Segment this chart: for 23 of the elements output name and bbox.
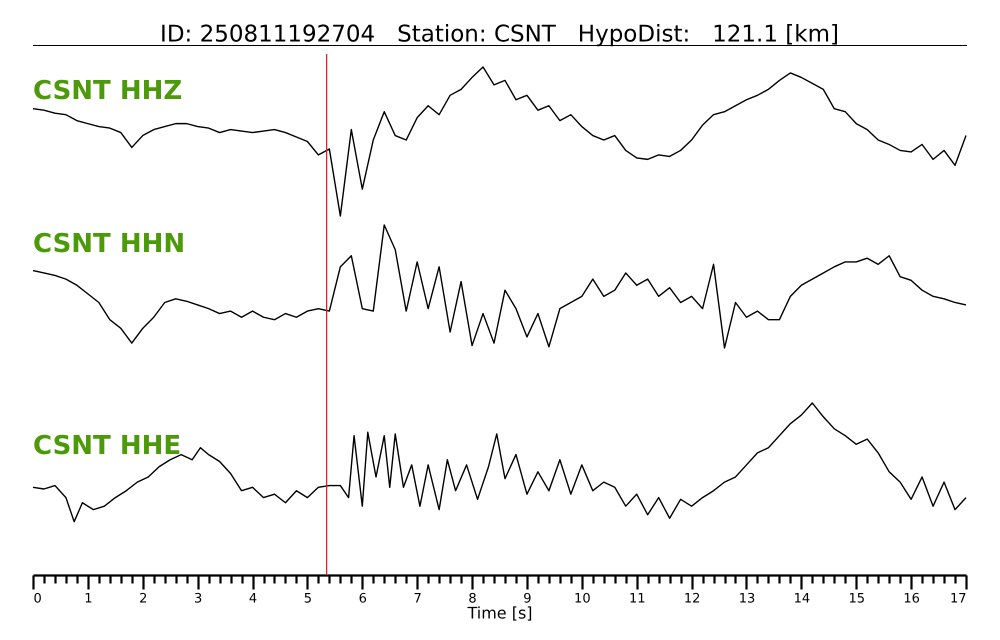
x-tick-label: 17 bbox=[950, 592, 966, 606]
chart-title: ID: 250811192704 Station: CSNT HypoDist: 121.1 [km] bbox=[160, 21, 839, 48]
x-tick-label: 7 bbox=[414, 592, 422, 606]
x-tick-label: 1 bbox=[84, 592, 93, 606]
series-label: CSNT HHN bbox=[33, 229, 186, 259]
x-tick-label: 12 bbox=[684, 592, 700, 606]
x-tick-label: 2 bbox=[139, 592, 148, 606]
x-axis-title: Time [s] bbox=[466, 604, 533, 622]
x-tick-label: 11 bbox=[628, 592, 646, 606]
x-tick-label: 0 bbox=[34, 592, 42, 606]
x-tick-label: 10 bbox=[574, 592, 591, 606]
x-tick-label: 14 bbox=[794, 592, 810, 606]
x-tick-label: 6 bbox=[358, 592, 367, 606]
x-tick-label: 16 bbox=[903, 592, 920, 606]
x-tick-label: 5 bbox=[304, 592, 312, 606]
x-tick-label: 8 bbox=[468, 592, 477, 606]
x-tick-label: 9 bbox=[523, 592, 532, 606]
series-label: CSNT HHE bbox=[33, 431, 182, 461]
x-tick-label: 13 bbox=[738, 592, 756, 606]
x-tick-label: 3 bbox=[194, 592, 202, 606]
x-tick-label: 4 bbox=[248, 592, 258, 606]
series-label: CSNT HHZ bbox=[33, 76, 182, 106]
x-tick-label: 15 bbox=[848, 592, 866, 606]
